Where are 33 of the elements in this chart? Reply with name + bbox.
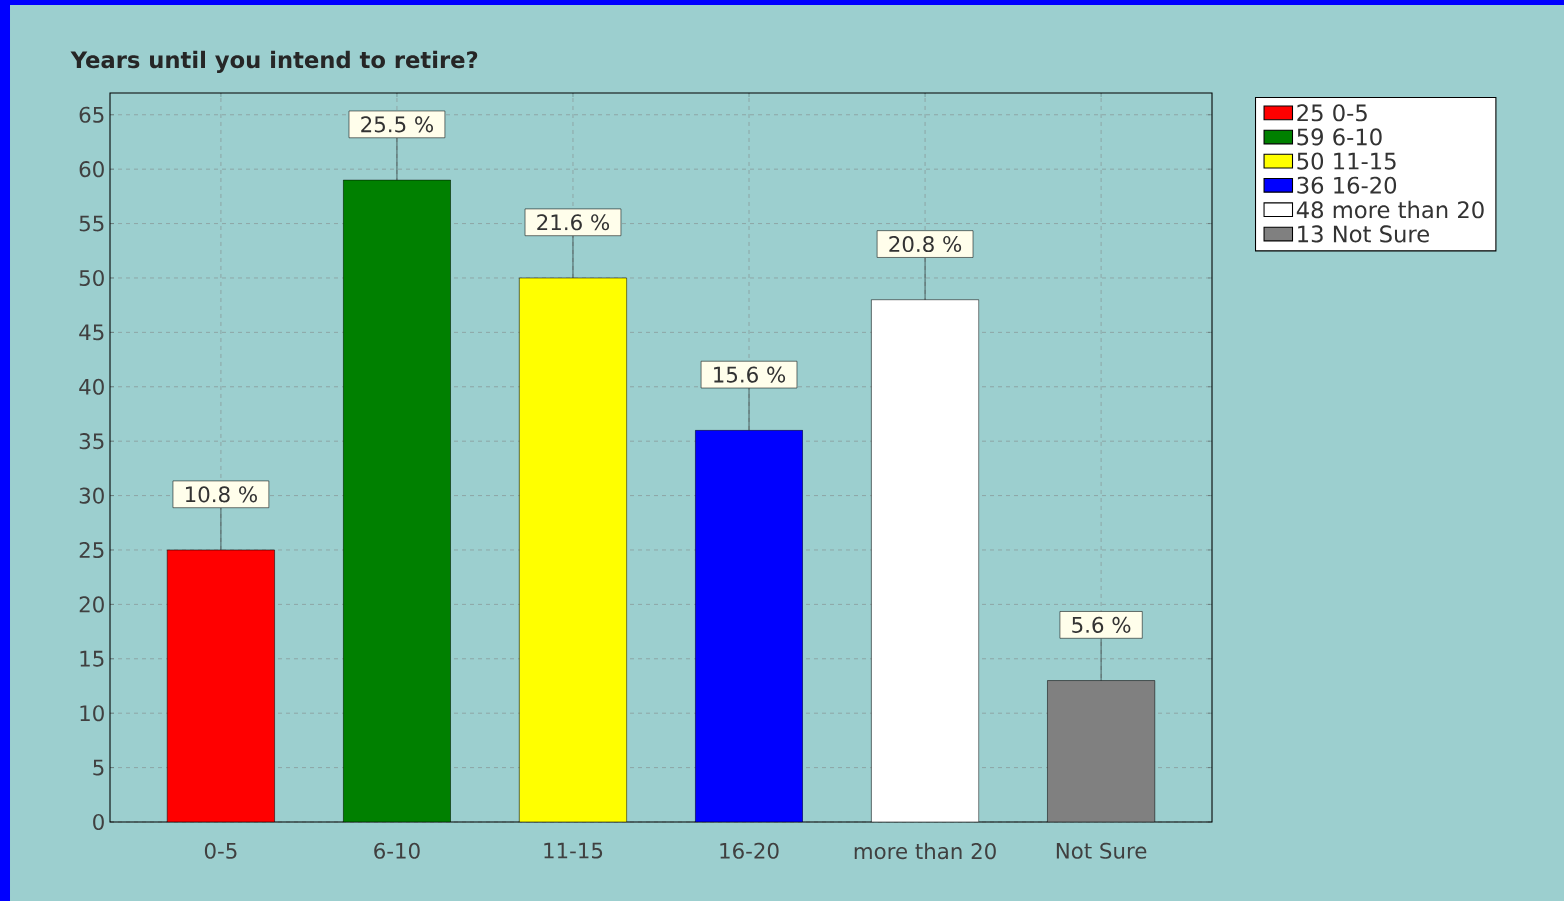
x-tick-label: Not Sure [1056,842,1147,859]
y-tick-label: 50 [79,269,104,287]
x-tick-label: 11-15 [544,842,603,859]
legend-label: 48 more than 20 [1296,200,1484,219]
y-tick-label: 45 [79,324,104,341]
annotation: 15.6 % [714,366,786,383]
annotation: 5.6 % [1072,616,1131,633]
legend-label: 36 16-20 [1297,176,1397,194]
annotation: 10.8 % [185,486,257,503]
y-tick-label: 65 [79,106,104,123]
legend-label: 50 11-15 [1297,152,1396,170]
legend-label: 25 0-5 [1297,104,1367,122]
y-tick-label: 10 [80,705,104,722]
y-tick-label: 35 [79,433,104,450]
y-tick-label: 40 [79,378,104,395]
x-tick-label: more than 20 [854,842,996,860]
x-tick-label: 6-10 [374,842,420,859]
annotation: 21.6 % [537,214,610,231]
y-tick-label: 15 [80,650,104,667]
legend-label: 59 6-10 [1297,128,1382,146]
y-tick-label: 20 [79,596,104,613]
x-tick-label: 16-20 [720,842,779,859]
y-tick-label: 5 [93,759,104,776]
x-tick-label: 0-5 [204,842,237,859]
y-tick-label: 30 [79,487,104,504]
y-tick-label: 55 [79,215,104,232]
annotation: 25.5 % [361,116,434,133]
y-tick-label: 25 [79,541,104,559]
chart-title: Years until you intend to retire? [70,50,478,73]
annotation: 20.8 % [889,236,962,253]
y-tick-label: 60 [79,161,104,178]
legend-label: 13 Not Sure [1298,225,1429,243]
y-tick-label: 0 [93,813,104,831]
